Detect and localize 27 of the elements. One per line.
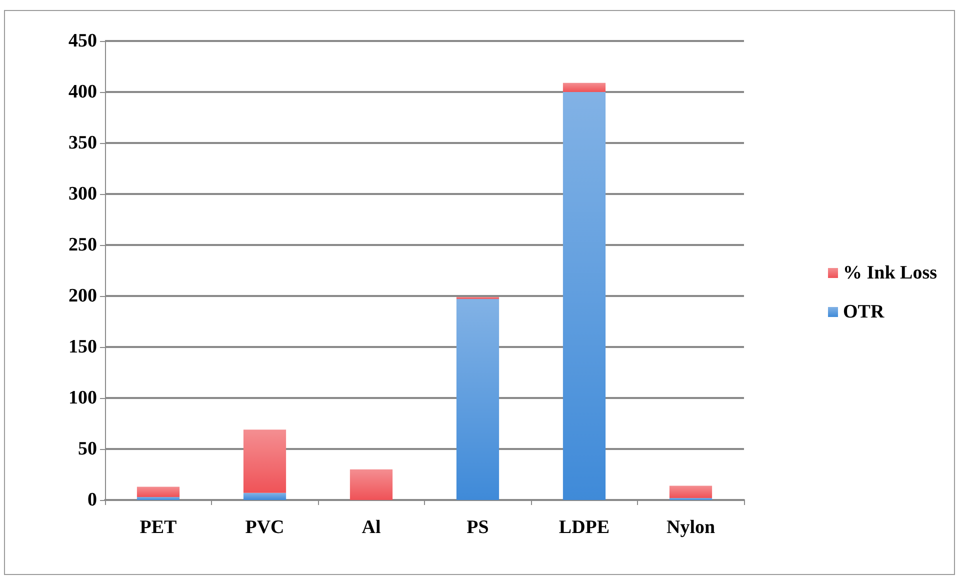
y-tick-label: 250: [68, 234, 97, 256]
legend-label: % Ink Loss: [843, 262, 938, 284]
bar: [136, 486, 180, 497]
bar: [562, 82, 606, 92]
bar: [456, 299, 500, 500]
legend-label: OTR: [843, 302, 884, 322]
y-tick-label: 0: [88, 490, 97, 510]
x-tick-label: PVC: [245, 517, 284, 538]
y-tick-label: 50: [78, 438, 97, 460]
y-tick-label: 100: [68, 388, 97, 408]
y-tick-label: 350: [68, 132, 97, 154]
y-tick-label: 450: [68, 30, 97, 52]
bar: [562, 92, 606, 500]
x-tick-label: LDPE: [558, 517, 610, 538]
bar: [243, 492, 286, 500]
y-tick-label: 150: [68, 336, 97, 358]
x-tick-label: PS: [466, 517, 489, 538]
x-tick-label: Al: [362, 517, 381, 538]
bar: [350, 469, 393, 500]
y-tick-label: 300: [68, 184, 97, 204]
y-tick-label: 200: [68, 286, 97, 306]
x-tick-label: Nylon: [666, 517, 716, 538]
x-tick-label: PET: [140, 517, 178, 538]
bar: [669, 486, 712, 498]
bar: [136, 496, 180, 500]
y-tick-label: 400: [68, 82, 97, 102]
bar: [243, 430, 286, 493]
